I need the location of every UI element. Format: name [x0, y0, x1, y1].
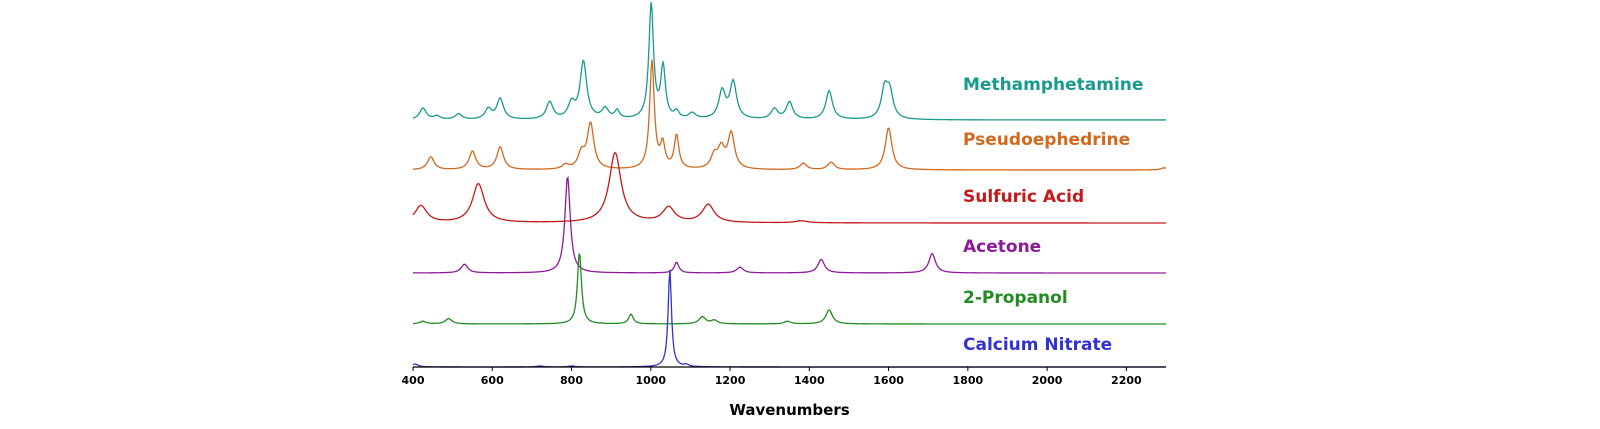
x-tick-label-800: 800: [560, 374, 583, 387]
x-axis: 400 600 800 1000 1200 1400 1600 1800 2000 2200: [402, 366, 1166, 387]
series-label-calcium-nitrate: Calcium Nitrate: [963, 335, 1112, 355]
x-tick-label-2200: 2200: [1111, 374, 1142, 387]
trace-2-propanol: [412, 252, 1166, 325]
x-tick-label-1200: 1200: [715, 374, 746, 387]
trace-methamphetamine: [412, 2, 1166, 121]
series-label-pseudoephedrine: Pseudoephedrine: [963, 130, 1130, 150]
series-label-2-propanol: 2-Propanol: [963, 288, 1068, 308]
x-tick-label-1400: 1400: [794, 374, 825, 387]
x-tick-label-1000: 1000: [635, 374, 666, 387]
x-tick-label-600: 600: [481, 374, 504, 387]
x-tick-label-1800: 1800: [953, 374, 984, 387]
trace-pseudoephedrine: [412, 59, 1167, 171]
trace-acetone: [413, 176, 1166, 274]
x-tick-label-2000: 2000: [1032, 374, 1063, 387]
spectrum-traces: [412, 2, 1167, 368]
series-labels: Methamphetamine Pseudoephedrine Sulfuric A…: [963, 75, 1143, 355]
x-tick-label-400: 400: [402, 374, 425, 387]
x-tick-label-1600: 1600: [873, 374, 904, 387]
trace-sulfuric-acid: [412, 151, 1166, 224]
series-label-sulfuric-acid: Sulfuric Acid: [963, 187, 1084, 207]
series-label-acetone: Acetone: [963, 237, 1041, 257]
x-axis-title: Wavenumbers: [729, 401, 849, 419]
series-label-methamphetamine: Methamphetamine: [963, 75, 1143, 95]
